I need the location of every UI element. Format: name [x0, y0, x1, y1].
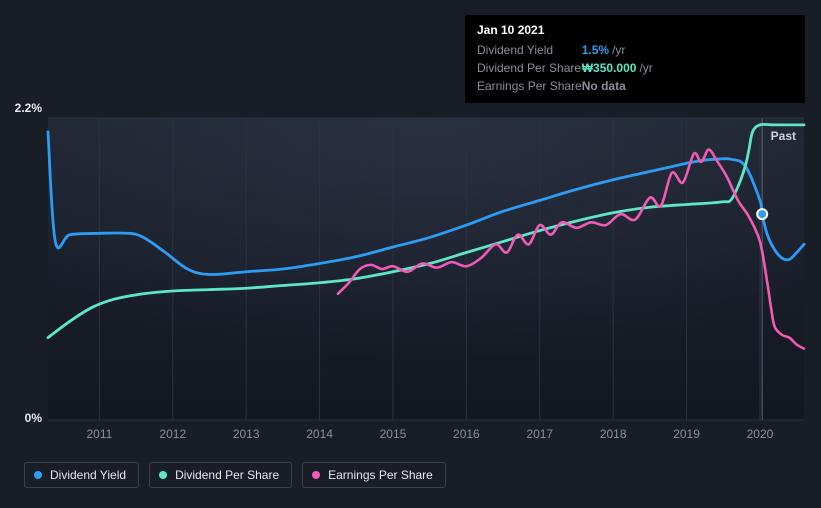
- tooltip-row-value: No data: [582, 77, 653, 95]
- tooltip-table: Dividend Yield1.5%/yrDividend Per Share₩…: [477, 41, 653, 95]
- legend-dot-icon: [159, 471, 167, 479]
- tooltip-row-value: 1.5%/yr: [582, 41, 653, 59]
- tooltip-row-value: ₩350.000/yr: [582, 59, 653, 77]
- chart-tooltip: Jan 10 2021 Dividend Yield1.5%/yrDividen…: [465, 15, 805, 103]
- cursor-marker: [757, 209, 767, 219]
- tooltip-row-label: Dividend Yield: [477, 41, 582, 59]
- x-tick-label: 2018: [600, 427, 627, 441]
- legend-label: Earnings Per Share: [328, 468, 433, 482]
- x-tick-label: 2017: [526, 427, 553, 441]
- legend-label: Dividend Yield: [50, 468, 126, 482]
- y-axis-max-label: 2.2%: [15, 101, 43, 115]
- tooltip-row-label: Dividend Per Share: [477, 59, 582, 77]
- tooltip-date: Jan 10 2021: [477, 23, 793, 37]
- tooltip-row: Dividend Per Share₩350.000/yr: [477, 59, 653, 77]
- x-tick-label: 2011: [86, 427, 112, 441]
- x-tick-label: 2019: [673, 427, 700, 441]
- x-tick-label: 2012: [159, 427, 186, 441]
- legend-label: Dividend Per Share: [175, 468, 279, 482]
- x-tick-label: 2015: [380, 427, 407, 441]
- x-tick-label: 2013: [233, 427, 260, 441]
- legend-item-dividend-per-share[interactable]: Dividend Per Share: [149, 462, 292, 488]
- x-tick-label: 2020: [747, 427, 774, 441]
- legend-dot-icon: [312, 471, 320, 479]
- x-tick-label: 2016: [453, 427, 480, 441]
- chart-legend: Dividend Yield Dividend Per Share Earnings…: [24, 462, 446, 488]
- tooltip-row-label: Earnings Per Share: [477, 77, 582, 95]
- legend-item-earnings-per-share[interactable]: Earnings Per Share: [302, 462, 446, 488]
- tooltip-row: Dividend Yield1.5%/yr: [477, 41, 653, 59]
- tooltip-row: Earnings Per ShareNo data: [477, 77, 653, 95]
- legend-item-dividend-yield[interactable]: Dividend Yield: [24, 462, 139, 488]
- x-tick-label: 2014: [306, 427, 333, 441]
- past-label: Past: [771, 129, 796, 143]
- dividend-chart: 2.2% 0% 2011 2012 2013 2014 2015 2016 2017 2018 20…: [0, 0, 821, 508]
- legend-dot-icon: [34, 471, 42, 479]
- y-axis-min-label: 0%: [25, 411, 43, 425]
